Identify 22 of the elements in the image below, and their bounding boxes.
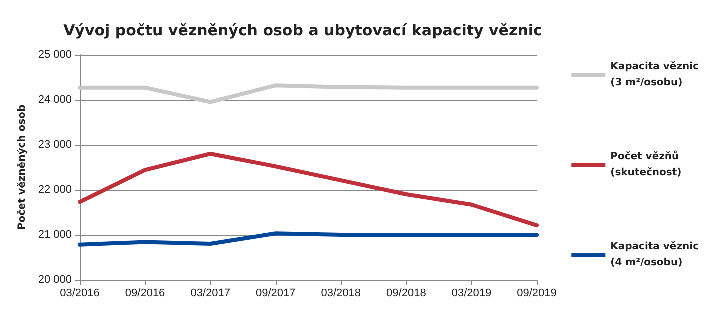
x-tick-label: 09/2017 bbox=[256, 288, 296, 300]
x-tick-label: 09/2018 bbox=[386, 288, 426, 300]
y-tick-label: 22 000 bbox=[38, 184, 72, 196]
y-axis-title: Počet vězněných osob bbox=[16, 104, 28, 230]
legend-label: Kapacita věznic (3 m²/osobu) bbox=[610, 62, 700, 88]
legend-label: Kapacita věznic (4 m²/osobu) bbox=[610, 242, 700, 268]
x-tick-label: 03/2018 bbox=[321, 288, 362, 300]
y-tick-label: 23 000 bbox=[38, 139, 72, 151]
line-series bbox=[78, 84, 539, 104]
chart-title: Vývoj počtu vězněných osob a ubytovací kapacity věznic bbox=[64, 22, 542, 40]
y-tick-label: 25 000 bbox=[38, 49, 72, 61]
x-tick-label: 09/2019 bbox=[517, 288, 557, 300]
y-tick-label: 20 000 bbox=[38, 274, 72, 286]
legend-label: Počet vězňů (skutečnost) bbox=[610, 150, 682, 178]
x-tick-label: 03/2016 bbox=[60, 288, 100, 300]
y-tick-label: 21 000 bbox=[38, 229, 72, 241]
x-tick-label: 09/2016 bbox=[125, 288, 166, 300]
x-tick-label: 03/2017 bbox=[190, 288, 230, 300]
line-series bbox=[78, 232, 539, 247]
line-series bbox=[78, 152, 539, 228]
y-tick-label: 24 000 bbox=[38, 94, 72, 106]
x-tick-label: 03/2019 bbox=[452, 288, 492, 300]
